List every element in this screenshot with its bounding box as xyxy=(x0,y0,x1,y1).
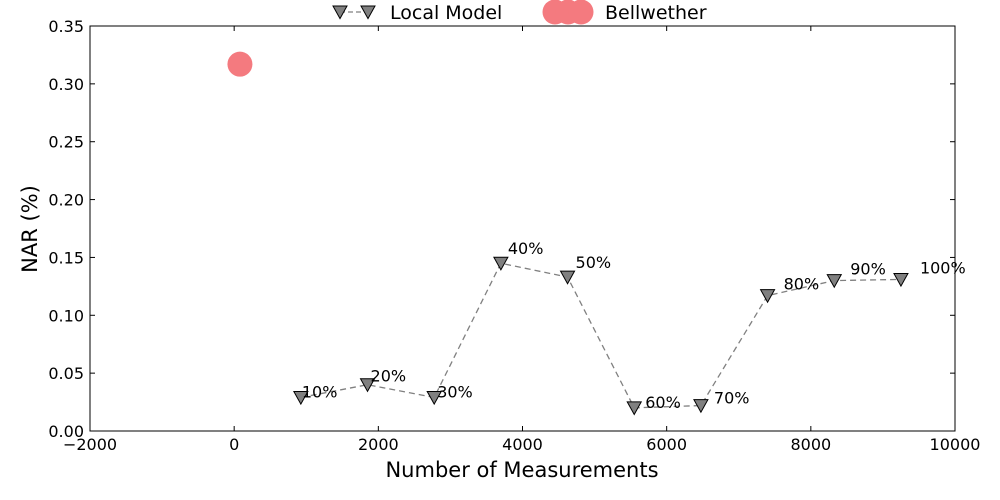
bellwether-point xyxy=(227,51,253,77)
x-tick-label: 10000 xyxy=(930,435,981,454)
x-tick-label: −2000 xyxy=(63,435,117,454)
legend-marker-local-model xyxy=(332,5,348,20)
data-labels-layer: 10% 20% 30% 40% 50% 60% 70% 80% 90% 100% xyxy=(302,239,966,412)
point-label: 10% xyxy=(302,382,338,401)
point-label: 40% xyxy=(508,239,544,258)
legend-marker-bellwether xyxy=(568,0,594,25)
point-label: 30% xyxy=(437,382,473,401)
x-tick-label: 2000 xyxy=(358,435,399,454)
x-tick-label: 8000 xyxy=(790,435,831,454)
local-model-point xyxy=(426,390,443,406)
legend-label-local-model: Local Model xyxy=(390,2,502,24)
plot-frame xyxy=(89,25,956,432)
y-tick-label: 0.10 xyxy=(48,306,84,325)
y-tick-label: 0.30 xyxy=(48,75,84,94)
y-tick-label: 0.05 xyxy=(48,364,84,383)
local-model-point xyxy=(759,289,776,304)
local-model-point xyxy=(826,274,843,289)
legend-label-bellwether: Bellwether xyxy=(605,2,707,24)
y-tick-label: 0.35 xyxy=(48,17,84,36)
point-label: 20% xyxy=(371,367,407,386)
series-layer xyxy=(227,51,909,416)
local-model-point xyxy=(626,401,643,416)
local-model-point xyxy=(292,390,309,406)
axes-layer: −2000 0 2000 4000 6000 8000 10000 0.00 0.05 0.10 0… xyxy=(48,17,980,454)
point-label: 50% xyxy=(576,253,612,272)
x-tick-label: 6000 xyxy=(646,435,687,454)
legend-marker-local-model xyxy=(360,5,376,20)
point-label: 70% xyxy=(714,389,750,408)
y-tick-label: 0.15 xyxy=(48,248,84,267)
y-axis-title: NAR (%) xyxy=(18,185,42,273)
local-model-point xyxy=(559,270,576,285)
x-tick-label: 4000 xyxy=(502,435,543,454)
local-model-point xyxy=(893,272,909,288)
point-label: 90% xyxy=(850,260,886,279)
point-label: 100% xyxy=(920,258,966,277)
point-label: 80% xyxy=(784,275,820,294)
local-model-point xyxy=(359,378,376,393)
legend: Local Model Bellwether xyxy=(332,0,707,25)
x-axis-title: Number of Measurements xyxy=(385,458,658,482)
local-model-point xyxy=(493,256,509,271)
y-tick-label: 0.25 xyxy=(48,133,84,152)
local-model-line xyxy=(300,262,901,409)
local-model-point xyxy=(693,399,709,414)
y-tick-label: 0.20 xyxy=(48,191,84,210)
x-tick-label: 0 xyxy=(229,435,239,454)
point-label: 60% xyxy=(645,393,681,412)
y-tick-label: 0.00 xyxy=(48,422,84,441)
